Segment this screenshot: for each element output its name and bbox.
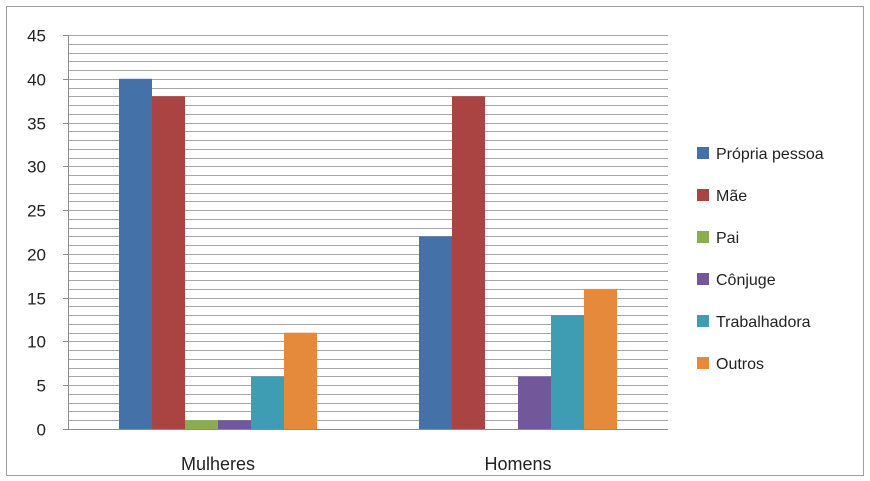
y-tick-label: 10 (27, 333, 46, 352)
y-tick-label: 15 (27, 290, 46, 309)
bar-homens-5 (584, 288, 617, 429)
legend-swatch (697, 273, 709, 285)
legend-swatch (697, 231, 709, 243)
legend-swatch (697, 147, 709, 159)
bar-homens-3 (518, 376, 551, 429)
axes: 0 5 10 15 20 25 30 35 40 45 Mulheres Homens (27, 27, 668, 474)
bars (119, 78, 617, 430)
bar-mulheres-3 (218, 420, 251, 429)
legend-label: Mãe (716, 188, 747, 205)
legend-label: Própria pessoa (716, 146, 824, 163)
legend-label: Trabalhadora (716, 314, 811, 331)
y-tick-label: 35 (27, 115, 46, 134)
legend-swatch (697, 189, 709, 201)
y-tick-label: 45 (27, 27, 46, 46)
y-tick-label: 5 (37, 377, 46, 396)
bar-mulheres-4 (251, 376, 284, 429)
legend-label: Cônjuge (716, 272, 776, 289)
bar-mulheres-2 (185, 420, 218, 429)
legend-label: Pai (716, 230, 739, 247)
y-tick-label: 40 (27, 71, 46, 90)
legend-swatch (697, 315, 709, 327)
bar-homens-0 (419, 236, 452, 429)
legend: Própria pessoa Mãe Pai Cônjuge Trabalhadora O… (697, 146, 824, 373)
bar-homens-4 (551, 315, 584, 429)
y-tick-label: 20 (27, 246, 46, 265)
y-tick-label: 0 (37, 421, 46, 440)
bar-mulheres-5 (284, 332, 317, 429)
y-tick-label: 25 (27, 202, 46, 221)
x-category-label: Mulheres (181, 454, 255, 474)
x-category-label: Homens (484, 454, 551, 474)
legend-swatch (697, 357, 709, 369)
bar-mulheres-1 (152, 96, 185, 430)
bar-homens-1 (452, 96, 485, 430)
legend-label: Outros (716, 356, 764, 373)
y-tick-label: 30 (27, 158, 46, 177)
bar-mulheres-0 (119, 78, 152, 430)
